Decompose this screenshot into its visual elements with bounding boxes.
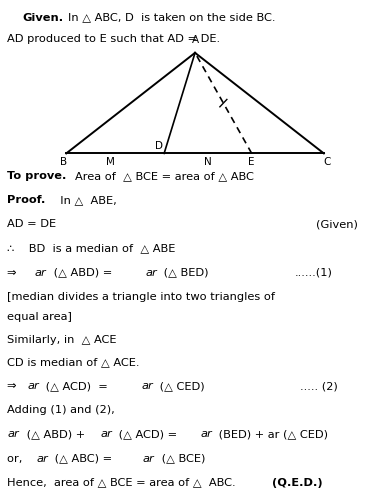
Text: A: A bbox=[191, 35, 199, 45]
Text: ar: ar bbox=[145, 268, 157, 278]
Text: equal area]: equal area] bbox=[7, 312, 72, 322]
Text: (△ BCE): (△ BCE) bbox=[158, 454, 205, 463]
Text: Adding (1) and (2),: Adding (1) and (2), bbox=[7, 405, 115, 415]
Text: CD is median of △ ACE.: CD is median of △ ACE. bbox=[7, 357, 140, 367]
Text: ar: ar bbox=[36, 454, 48, 463]
Text: ar: ar bbox=[7, 430, 19, 439]
Text: Hence,  area of △ BCE = area of △  ABC.: Hence, area of △ BCE = area of △ ABC. bbox=[7, 478, 243, 487]
Text: (△ ACD)  =: (△ ACD) = bbox=[42, 381, 112, 391]
Text: AD produced to E such that AD = DE.: AD produced to E such that AD = DE. bbox=[7, 34, 220, 44]
Text: B: B bbox=[60, 157, 67, 167]
Text: ..... (2): ..... (2) bbox=[300, 381, 338, 391]
Text: AD = DE: AD = DE bbox=[7, 219, 56, 229]
Text: Similarly, in  △ ACE: Similarly, in △ ACE bbox=[7, 335, 117, 345]
Text: Proof.: Proof. bbox=[7, 195, 46, 205]
Text: ∴    BD  is a median of  △ ABE: ∴ BD is a median of △ ABE bbox=[7, 243, 176, 254]
Text: ar: ar bbox=[28, 381, 39, 391]
Text: ......(1): ......(1) bbox=[294, 268, 332, 278]
Text: E: E bbox=[248, 157, 255, 167]
Text: In △  ABE,: In △ ABE, bbox=[53, 195, 117, 205]
Text: Area of  △ BCE = area of △ ABC: Area of △ BCE = area of △ ABC bbox=[75, 171, 254, 181]
Text: ar: ar bbox=[201, 430, 212, 439]
Text: ar: ar bbox=[142, 381, 153, 391]
Text: To prove.: To prove. bbox=[7, 171, 67, 181]
Text: Given.: Given. bbox=[22, 13, 63, 23]
Text: ⇒: ⇒ bbox=[7, 381, 24, 391]
Text: M: M bbox=[106, 157, 114, 167]
Text: or,: or, bbox=[7, 454, 30, 463]
Text: ar: ar bbox=[35, 268, 47, 278]
Text: In △ ABC, D  is taken on the side BC.: In △ ABC, D is taken on the side BC. bbox=[68, 13, 276, 23]
Text: (BED) + ar (△ CED): (BED) + ar (△ CED) bbox=[215, 430, 328, 439]
Text: ar: ar bbox=[143, 454, 155, 463]
Text: (△ ABC) =: (△ ABC) = bbox=[51, 454, 116, 463]
Text: C: C bbox=[323, 157, 330, 167]
Text: ⇒: ⇒ bbox=[7, 268, 35, 278]
Text: (△ ACD) =: (△ ACD) = bbox=[115, 430, 181, 439]
Text: (△ CED): (△ CED) bbox=[156, 381, 205, 391]
Text: (Q.E.D.): (Q.E.D.) bbox=[272, 478, 322, 487]
Text: (△ BED): (△ BED) bbox=[160, 268, 209, 278]
Text: N: N bbox=[204, 157, 212, 167]
Text: D: D bbox=[155, 141, 163, 151]
Text: ar: ar bbox=[100, 430, 112, 439]
Text: (△ ABD) +: (△ ABD) + bbox=[23, 430, 89, 439]
Text: [median divides a triangle into two triangles of: [median divides a triangle into two tria… bbox=[7, 292, 275, 302]
Text: (Given): (Given) bbox=[316, 219, 358, 229]
Text: (△ ABD) =: (△ ABD) = bbox=[50, 268, 116, 278]
